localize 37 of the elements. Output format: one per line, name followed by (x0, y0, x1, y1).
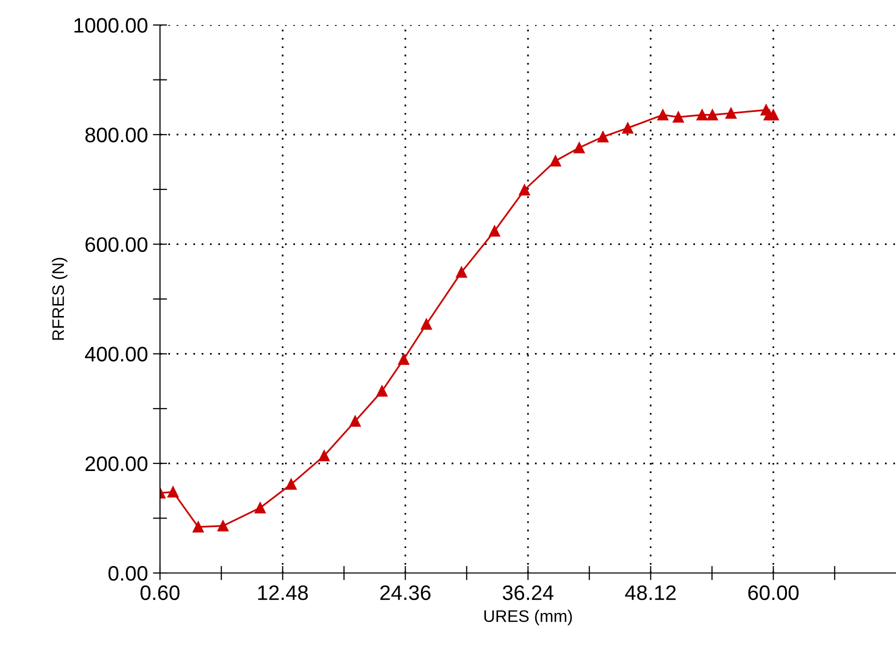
point (550, 155, 562, 166)
point (456, 266, 468, 278)
y-tick-label: 400.00 (84, 346, 148, 362)
x-tick-label: 60.00 (748, 585, 799, 600)
x-tick-label: 24.36 (380, 585, 430, 600)
point (318, 450, 330, 462)
y-tick-label: 0.00 (108, 566, 148, 581)
y-tick-label: 600.00 (86, 237, 148, 252)
y-tick-label: 800.00 (85, 128, 148, 142)
point (286, 478, 297, 490)
x-tick-label: 36.24 (502, 585, 554, 600)
point (192, 521, 204, 533)
point (350, 416, 361, 427)
point (725, 108, 737, 119)
point (706, 109, 718, 120)
point (217, 520, 229, 532)
y-tick-label: 1000.00 (74, 18, 148, 33)
point (696, 109, 708, 120)
point (518, 184, 530, 196)
point (672, 112, 684, 123)
x-axis-title: URES (mm) (484, 610, 572, 626)
point (574, 142, 585, 154)
point (657, 109, 668, 120)
point (420, 318, 432, 330)
x-tick-label: 48.12 (625, 585, 676, 600)
y-axis-title: RFRES (N) (52, 258, 68, 340)
point (254, 502, 266, 514)
x-tick-label: 0.60 (140, 585, 180, 600)
point (398, 354, 410, 365)
point (622, 122, 634, 134)
x-tick-label: 12.48 (258, 585, 308, 600)
y-tick-label: 200.00 (86, 456, 148, 472)
point (488, 225, 500, 237)
point (376, 386, 388, 397)
point (597, 131, 609, 142)
point (768, 109, 779, 120)
point (167, 486, 179, 498)
